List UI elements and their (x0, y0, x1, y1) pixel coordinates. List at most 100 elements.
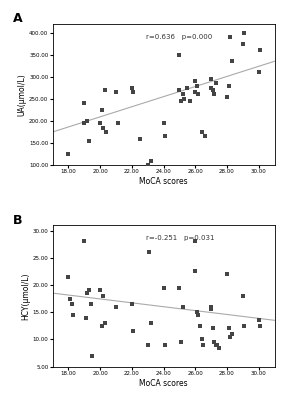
Point (131, 328, 136, 334)
Text: B: B (13, 214, 22, 227)
Point (180, 304, 185, 310)
Point (68, 295, 72, 302)
Point (161, 284, 166, 291)
Point (229, 58, 234, 64)
Point (196, 312, 201, 318)
Point (163, 342, 167, 348)
Point (242, 322, 247, 329)
Point (258, 322, 263, 329)
Point (209, 306, 213, 313)
Point (129, 85, 134, 91)
Point (198, 322, 202, 329)
Text: r=-0.251   p=0.031: r=-0.251 p=0.031 (146, 235, 214, 241)
Point (131, 89, 136, 96)
Point (193, 268, 197, 274)
Point (182, 96, 187, 102)
Point (163, 133, 167, 140)
Point (129, 301, 134, 307)
Point (101, 124, 106, 131)
Point (115, 120, 120, 126)
Point (209, 76, 213, 82)
Point (209, 85, 213, 91)
Point (188, 98, 193, 104)
Point (212, 91, 217, 98)
Point (193, 238, 197, 245)
Point (258, 47, 263, 54)
Point (88, 301, 93, 307)
Point (99, 107, 104, 113)
Point (209, 304, 213, 310)
Point (177, 87, 182, 93)
Point (228, 34, 232, 40)
Point (114, 89, 118, 96)
Point (214, 342, 218, 348)
Point (137, 136, 142, 142)
Point (226, 325, 231, 332)
Point (82, 238, 87, 245)
Point (212, 339, 217, 345)
Point (225, 271, 229, 277)
Point (146, 342, 150, 348)
Y-axis label: UA(μmol/L): UA(μmol/L) (17, 73, 26, 116)
Point (193, 89, 197, 96)
Point (66, 274, 71, 280)
Point (199, 129, 204, 135)
Point (66, 151, 71, 157)
Point (210, 325, 215, 332)
Point (104, 129, 109, 135)
Point (195, 82, 199, 89)
Point (98, 120, 102, 126)
Point (256, 317, 261, 324)
Point (179, 339, 183, 345)
Point (149, 158, 153, 164)
Point (185, 85, 190, 91)
Point (90, 352, 94, 359)
Point (146, 162, 150, 168)
Point (114, 304, 118, 310)
Point (69, 301, 74, 307)
Text: r=0.636   p=0.000: r=0.636 p=0.000 (146, 34, 212, 40)
Point (149, 320, 153, 326)
Point (229, 331, 234, 337)
Point (84, 314, 88, 321)
Point (210, 87, 215, 93)
Point (214, 80, 218, 86)
Point (82, 120, 87, 126)
Point (102, 320, 107, 326)
Point (196, 91, 201, 98)
Y-axis label: HCY(μmol/L): HCY(μmol/L) (21, 272, 30, 320)
Point (87, 287, 91, 294)
Point (99, 322, 104, 329)
Point (71, 312, 75, 318)
Text: A: A (13, 12, 22, 25)
Point (217, 344, 221, 351)
Point (147, 249, 152, 256)
Point (87, 138, 91, 144)
Point (225, 94, 229, 100)
Point (202, 133, 207, 140)
Point (241, 293, 245, 299)
Point (215, 342, 220, 348)
Point (226, 82, 231, 89)
Point (195, 309, 199, 315)
Point (82, 100, 87, 106)
Point (242, 29, 247, 36)
X-axis label: MoCA scores: MoCA scores (139, 378, 188, 388)
Point (85, 118, 90, 124)
Point (228, 334, 232, 340)
Point (177, 284, 182, 291)
Point (98, 287, 102, 294)
Point (177, 52, 182, 58)
Point (102, 87, 107, 93)
Point (85, 290, 90, 296)
Point (241, 40, 245, 47)
X-axis label: MoCA scores: MoCA scores (139, 177, 188, 186)
Point (179, 98, 183, 104)
Point (199, 336, 204, 342)
Point (256, 69, 261, 76)
Point (201, 342, 205, 348)
Point (101, 293, 106, 299)
Point (161, 120, 166, 126)
Point (193, 78, 197, 84)
Point (180, 91, 185, 98)
